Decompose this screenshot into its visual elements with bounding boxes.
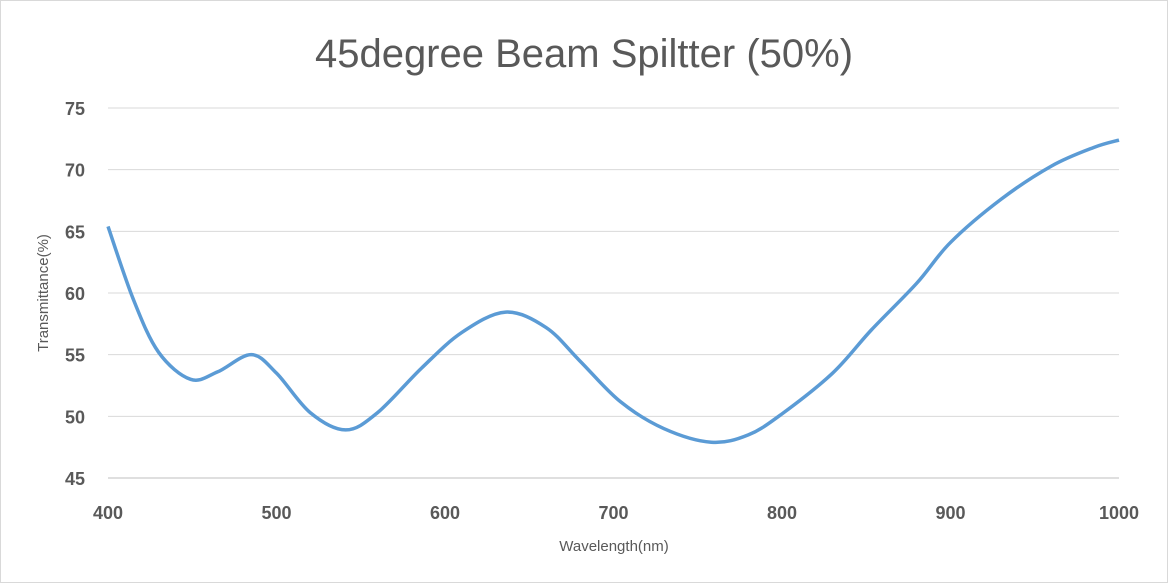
y-tick-label: 60 [65, 284, 85, 304]
x-tick-label: 900 [935, 503, 965, 523]
y-tick-label: 45 [65, 469, 85, 489]
y-tick-label: 50 [65, 407, 85, 427]
x-axis-label: Wavelength(nm) [559, 538, 668, 555]
x-tick-label: 400 [93, 503, 123, 523]
x-tick-label: 600 [430, 503, 460, 523]
y-axis-label: Transmittance(%) [35, 234, 52, 352]
x-tick-label: 500 [261, 503, 291, 523]
x-tick-label: 1000 [1099, 503, 1139, 523]
y-tick-label: 55 [65, 346, 85, 366]
y-tick-label: 75 [65, 99, 85, 119]
chart-title: 45degree Beam Spiltter (50%) [315, 32, 853, 76]
x-tick-label: 800 [767, 503, 797, 523]
series-line [106, 138, 1120, 445]
y-tick-label: 65 [65, 222, 85, 242]
y-tick-label: 70 [65, 161, 85, 181]
x-tick-label: 700 [598, 503, 628, 523]
